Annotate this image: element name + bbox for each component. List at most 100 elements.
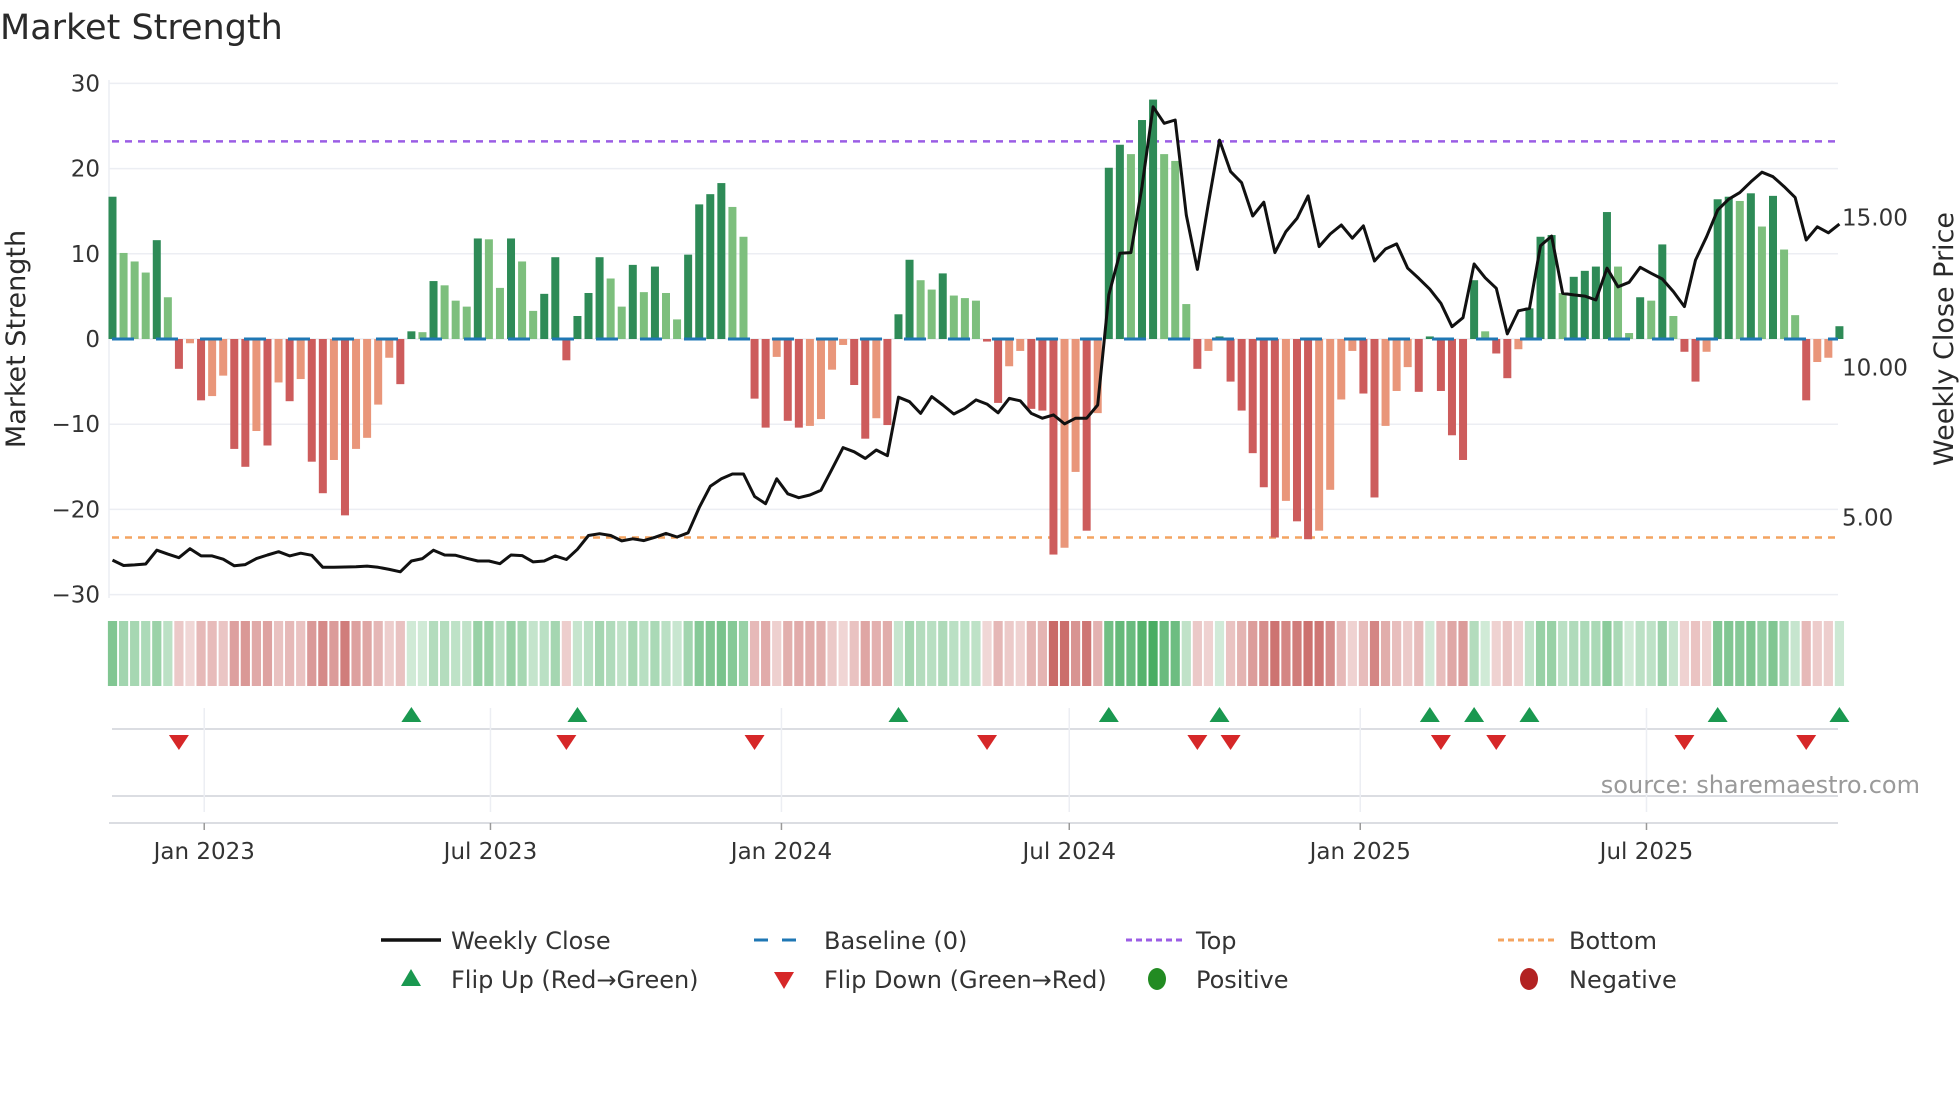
strip-cell-positive [904, 621, 915, 686]
flip-down-marker [977, 735, 998, 750]
bar-positive [163, 297, 172, 339]
strip-cell-positive [1126, 621, 1136, 686]
legend-label: Top [1195, 927, 1237, 955]
bar-positive [507, 238, 516, 339]
strip-cell-positive [1724, 621, 1734, 686]
strip-cell-negative [1203, 621, 1214, 686]
strip-cell-positive [1668, 621, 1678, 686]
strip-cell-negative [1281, 621, 1291, 686]
bar-negative [1060, 339, 1069, 548]
red-circle-icon [1520, 968, 1538, 990]
bar-negative [828, 339, 837, 370]
strip-cell-negative [318, 621, 328, 686]
bar-negative [1359, 339, 1368, 394]
bar-positive [628, 264, 637, 339]
strip-cell-positive [130, 621, 140, 686]
bar-positive [595, 257, 604, 339]
strip-cell-negative [1369, 621, 1380, 686]
legend-label: Flip Down (Green→Red) [824, 966, 1107, 994]
strip-cell-negative [761, 621, 771, 686]
bar-negative [241, 339, 250, 467]
bar-positive [551, 257, 560, 339]
bar-positive [1724, 196, 1733, 339]
bar-positive [894, 314, 903, 339]
legend-item-baseline: Baseline (0) [754, 927, 967, 955]
strip-cell-negative [1259, 621, 1269, 686]
strip-cell-negative [395, 621, 405, 686]
strip-cell-positive [1779, 621, 1789, 686]
bar-positive [1636, 297, 1645, 339]
strip-cell-positive [1159, 621, 1169, 686]
triangle-down-icon [774, 972, 794, 989]
strip-cell-positive [1713, 621, 1723, 686]
strip-cell-positive [451, 621, 461, 686]
y2-tick-label: 10.00 [1842, 356, 1908, 382]
strip-cell-positive [1569, 621, 1579, 686]
gridlines [108, 80, 1838, 812]
bar-positive [495, 287, 504, 339]
strip-cell-positive [473, 621, 483, 686]
strip-cell-negative [285, 621, 295, 686]
strip-cell-negative [262, 621, 273, 686]
bar-negative [839, 339, 848, 345]
strip-cell-negative [329, 621, 339, 686]
bar-positive [1757, 226, 1766, 339]
bar-negative [1403, 339, 1412, 368]
bar-positive [473, 238, 482, 339]
flip-down-marker [1674, 735, 1695, 750]
flip-down-marker [744, 735, 765, 750]
bar-negative [1193, 339, 1202, 369]
bar-negative [861, 339, 870, 439]
strip-cell-positive [517, 621, 527, 686]
bar-negative [1348, 339, 1357, 351]
strip-cell-positive [539, 621, 549, 686]
bar-positive [1115, 144, 1124, 339]
strip-cell-negative [1823, 621, 1833, 686]
bar-negative [1259, 339, 1268, 488]
strip-cell-positive [495, 621, 505, 686]
strip-cell-positive [1535, 621, 1546, 686]
strip-cell-positive [428, 621, 439, 686]
bar-positive [429, 281, 438, 339]
strip-cell-negative [993, 621, 1003, 686]
bar-negative [1680, 339, 1689, 352]
strip-cell-positive [550, 621, 560, 686]
axes: 30 20 10 0 −10 −20 −30 15.00 10.00 5.00 Jan 2023 Ju… [51, 71, 1907, 865]
bar-negative [1802, 339, 1811, 401]
chart-title: Market Strength [0, 8, 283, 48]
strip-cell-negative [1491, 621, 1501, 686]
bar-negative [1436, 339, 1445, 391]
bar-negative [1237, 339, 1246, 411]
bar-negative [1226, 339, 1235, 382]
strip-cell-positive [938, 621, 948, 686]
strip-cell-positive [484, 621, 494, 686]
strip-cell-positive [694, 621, 704, 686]
bar-positive [617, 306, 626, 339]
strip-cell-positive [639, 621, 649, 686]
bar-positive [706, 194, 715, 339]
x-tick-label: Jul 2023 [442, 839, 538, 865]
strip-cell-negative [1037, 621, 1047, 686]
strip-cell-negative [351, 621, 361, 686]
bar-positive [518, 261, 527, 339]
green-circle-icon [1148, 968, 1166, 990]
flip-up-marker [1829, 707, 1850, 722]
flip-down-marker [556, 735, 577, 750]
y2-axis-title: Weekly Close Price [1929, 212, 1960, 466]
strip-cell-negative [860, 621, 870, 686]
flip-up-marker [1098, 707, 1119, 722]
bar-negative [1492, 339, 1501, 354]
bar-negative [1392, 339, 1401, 391]
bar-positive [1536, 236, 1545, 339]
bar-positive [418, 332, 427, 339]
bar-negative [1038, 339, 1047, 411]
bar-positive [739, 236, 748, 339]
strip-cell-positive [628, 621, 638, 686]
bar-positive [717, 183, 726, 339]
bar-positive [960, 298, 969, 339]
strip-cell-positive [1104, 621, 1114, 686]
bar-negative [1459, 339, 1468, 460]
legend-label: Weekly Close [451, 927, 611, 955]
bar-positive [662, 292, 670, 339]
bar-positive [1835, 326, 1844, 339]
